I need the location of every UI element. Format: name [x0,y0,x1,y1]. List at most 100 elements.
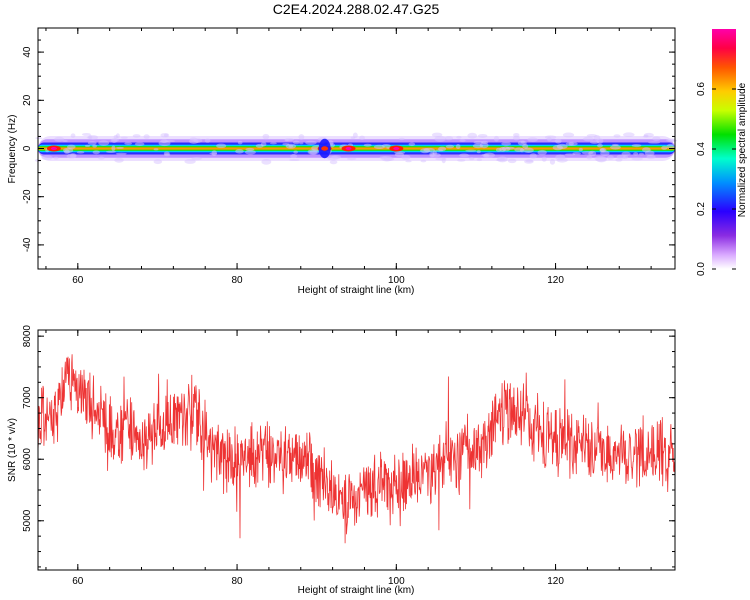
spectrogram-speckle [552,144,563,151]
spectrogram-speckle [482,154,490,158]
spectrogram-speckle [290,153,298,159]
spectrogram-band [34,132,678,165]
spectrogram-speckle [465,149,477,152]
colorbar-tick-label: 0.2 [696,202,707,216]
snr-xlabel: Height of straight line (km) [298,585,415,596]
spectrogram-ytick-label: 20 [22,94,33,106]
spectrogram-speckle [652,136,661,141]
spectrogram-speckle [69,153,77,159]
spectrogram-speckle [84,144,91,148]
spectrogram-speckle [405,160,412,163]
spectrogram-ytick-label: -20 [22,189,33,204]
spectrogram-speckle [67,144,76,150]
spectrogram-speckle [114,157,124,163]
spectrogram-speckle [616,154,626,160]
spectrogram-speckle [562,132,575,138]
spectrogram-speckle [53,156,59,160]
spectrogram-speckle [445,136,453,141]
spectrogram-speckle [501,146,511,152]
spectrogram-speckle [513,135,520,141]
spectrogram-speckle [523,147,534,153]
spectrogram-speckle [589,140,600,144]
spectrogram-speckle [594,155,607,162]
spectrogram-speckle [631,157,644,161]
spectrogram-speckle [493,135,499,142]
spectrogram-speckle [41,155,53,161]
spectrogram-speckle [581,151,594,155]
spectrogram-speckle [537,149,547,156]
spectrogram-speckle [350,136,356,139]
snr-frame [37,329,676,571]
spectrogram-speckle [115,152,127,155]
spectrogram-speckle [638,152,645,156]
snr-series-line [38,354,675,544]
spectrogram-speckle [401,154,411,161]
spectrogram-xtick-label: 60 [72,275,84,286]
spectrogram-speckle [237,140,243,145]
spectrogram-speckle [524,159,534,164]
spectrogram-speckle [54,136,65,142]
spectrogram-speckle [70,133,76,138]
spectrogram-hotspot-core [50,147,57,150]
spectrogram-speckle [87,141,97,145]
spectrogram-speckle [527,137,538,142]
spectrogram-speckle [92,150,100,155]
spectrogram-speckle [115,146,124,149]
spectrogram-speckle [607,155,614,160]
spectrogram-speckle [666,138,676,143]
spectrogram-speckle [88,135,93,140]
colorbar-tick-label: 0.6 [696,82,707,96]
spectrogram-speckle [216,143,227,149]
spectrogram-speckle [132,134,141,138]
spectrogram-speckle [468,157,475,161]
spectrogram-speckle [547,136,552,142]
spectrogram-speckle [633,152,639,156]
spectrogram-speckle [479,142,489,149]
snr-plot-area [38,330,675,570]
spectrogram-speckle [292,140,300,145]
spectrogram-speckle [381,155,393,162]
spectrogram-speckle [110,138,118,143]
spectrogram-speckle [153,148,159,151]
spectrogram-speckle [420,159,427,163]
spectrogram-speckle [153,159,163,165]
spectrogram-xtick-label: 80 [232,275,244,286]
spectrogram-speckle [307,149,319,155]
spectrogram-speckle [434,135,446,142]
spectrogram-speckle [394,151,406,155]
snr-xtick-label: 100 [388,576,405,587]
spectrogram-speckle [105,150,116,153]
spectrogram-ylabel: Frequency (Hz) [7,115,18,184]
spectrogram-speckle [398,137,405,141]
spectrogram-speckle [299,142,304,145]
spectrogram-speckle [555,154,566,161]
spectrogram-speckle [420,148,431,154]
spectrogram-speckle [529,153,537,159]
spectrogram-speckle [622,132,635,138]
spectrogram-speckle [519,148,525,153]
spectrogram-speckle [495,147,502,152]
spectrogram-speckle [507,158,517,164]
page-title: C2E4.2024.288.02.47.G25 [273,1,440,17]
snr-axes: 60 80 100 120 8000 7000 6000 5000 [22,325,675,587]
spectrogram-speckle [609,145,621,150]
spectrogram-hotspot-core [393,147,400,150]
spectrogram-ytick-label: 0 [22,145,33,151]
spectrogram-speckle [501,142,512,146]
spectrogram-speckle [477,133,488,138]
spectrogram-speckle [143,134,150,139]
spectrogram-speckle [445,144,455,149]
spectrogram-dip-core [321,146,329,151]
spectrogram-speckle [293,150,298,154]
spectrogram-speckle [326,155,339,161]
spectrogram-speckle [564,153,576,156]
spectrogram-speckle [124,142,133,145]
spectrogram-speckle [476,158,483,162]
spectrogram-speckle [586,155,593,160]
snr-xtick-label: 120 [547,576,564,587]
spectrogram-speckle [62,139,68,142]
spectrogram-speckle [541,156,547,162]
spectrogram-speckle [578,147,583,152]
spectrogram-speckle [646,154,656,160]
spectrogram-speckle [235,149,244,154]
